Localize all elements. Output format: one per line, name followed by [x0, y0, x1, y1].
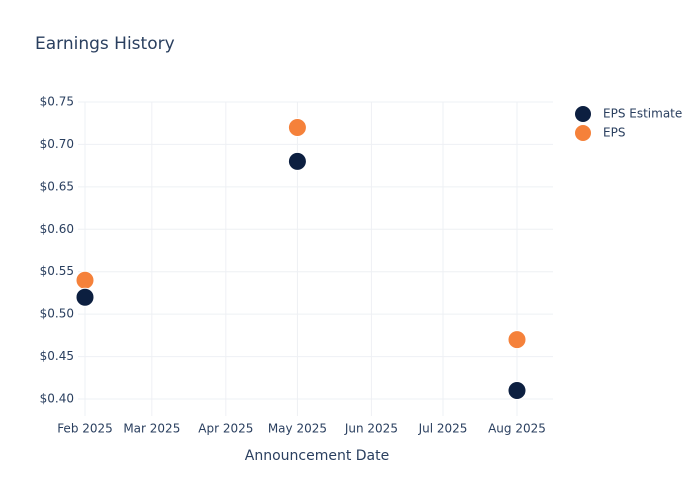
y-tick-label: $0.70 — [40, 137, 74, 151]
legend-marker — [575, 106, 591, 122]
legend-label: EPS — [603, 126, 625, 140]
point — [507, 330, 527, 350]
y-tick-label: $0.60 — [40, 222, 74, 236]
legend-marker — [575, 125, 591, 141]
y-tick-label: $0.50 — [40, 307, 74, 321]
point — [75, 270, 95, 290]
y-tick-label: $0.65 — [40, 179, 74, 193]
legend-label: EPS Estimate — [603, 107, 682, 121]
chart-title: Earnings History — [35, 34, 175, 54]
x-tick-label: Apr 2025 — [198, 422, 253, 436]
x-tick-label: Aug 2025 — [488, 422, 546, 436]
x-tick-label: Mar 2025 — [123, 422, 180, 436]
y-tick-label: $0.75 — [40, 95, 74, 109]
x-tick-label: May 2025 — [268, 422, 327, 436]
x-tick-label: Feb 2025 — [57, 422, 113, 436]
point — [287, 151, 307, 171]
point — [287, 117, 307, 137]
x-tick-label: Jul 2025 — [418, 422, 468, 436]
y-tick-label: $0.45 — [40, 349, 74, 363]
point — [507, 381, 527, 401]
y-tick-label: $0.55 — [40, 264, 74, 278]
x-tick-label: Jun 2025 — [344, 422, 398, 436]
point — [75, 287, 95, 307]
x-axis-title: Announcement Date — [245, 448, 389, 464]
y-tick-label: $0.40 — [40, 392, 74, 406]
